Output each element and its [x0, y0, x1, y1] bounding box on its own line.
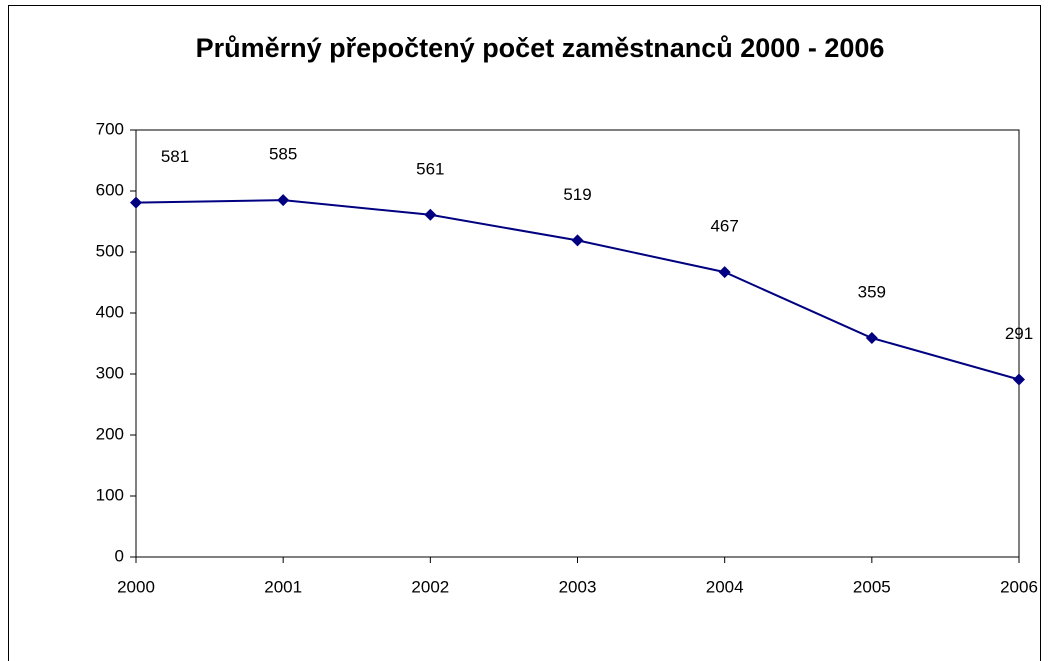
- data-label: 519: [563, 185, 591, 204]
- data-point: [424, 208, 437, 221]
- data-point: [277, 194, 290, 207]
- x-tick-label: 2006: [1000, 577, 1038, 596]
- x-tick-label: 2001: [264, 577, 302, 596]
- data-point: [130, 196, 142, 209]
- y-tick-label: 400: [96, 302, 124, 321]
- x-tick-label: 2004: [706, 577, 744, 596]
- data-point: [571, 234, 584, 247]
- chart-title: Průměrný přepočtený počet zaměstnanců 20…: [196, 33, 885, 63]
- data-label: 291: [1005, 324, 1033, 343]
- data-point: [718, 266, 731, 279]
- data-label: 585: [269, 145, 297, 164]
- y-tick-label: 500: [96, 241, 124, 260]
- data-label: 359: [858, 282, 886, 301]
- data-label: 561: [416, 159, 444, 178]
- chart-border: [8, 5, 1041, 661]
- y-tick-label: 0: [115, 546, 124, 565]
- data-label: 467: [710, 217, 738, 236]
- x-tick-label: 2002: [411, 577, 449, 596]
- y-tick-label: 200: [96, 424, 124, 443]
- data-point: [865, 332, 878, 345]
- x-tick-label: 2000: [117, 577, 155, 596]
- data-point: [1013, 373, 1025, 386]
- y-tick-label: 600: [96, 180, 124, 199]
- y-tick-label: 700: [96, 119, 124, 138]
- y-tick-label: 300: [96, 363, 124, 382]
- x-tick-label: 2003: [559, 577, 597, 596]
- y-tick-label: 100: [96, 485, 124, 504]
- x-tick-label: 2005: [853, 577, 891, 596]
- data-label: 581: [161, 147, 189, 166]
